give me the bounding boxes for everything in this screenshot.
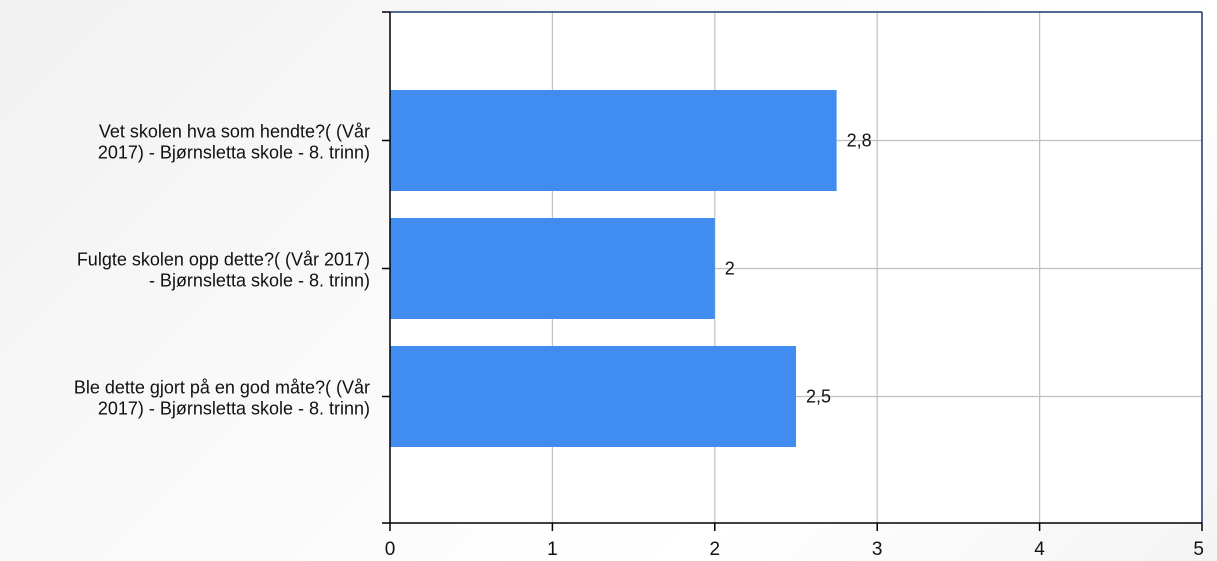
bar-2 [390, 346, 796, 447]
bar-1 [390, 218, 715, 319]
bar-0 [390, 90, 837, 191]
data-label-0: 2,8 [847, 131, 872, 151]
category-label-0: Vet skolen hva som hendte?( (Vår 2017) - … [98, 122, 370, 163]
x-tick-label-3: 3 [872, 539, 883, 560]
x-tick-label-4: 4 [1034, 539, 1045, 560]
x-tick-label-5: 5 [1193, 539, 1204, 560]
x-tick-label-2: 2 [710, 539, 721, 560]
data-label-2: 2,5 [806, 387, 831, 407]
data-label-1: 2 [725, 259, 735, 279]
category-label-1: Fulgte skolen opp dette?( (Vår 2017) - Bj… [77, 250, 370, 291]
x-tick-label-1: 1 [547, 539, 558, 560]
category-label-2: Ble dette gjort på en god måte?( (Vår 201… [74, 378, 370, 419]
x-tick-label-0: 0 [385, 539, 396, 560]
